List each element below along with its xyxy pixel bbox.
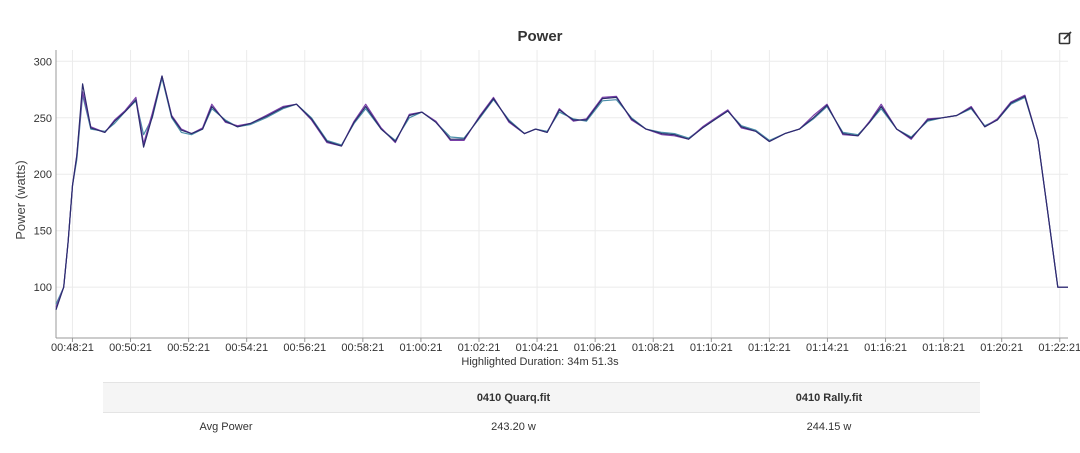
- row-value-rally: 244.15 w: [806, 420, 852, 433]
- power-series-line-3: [55, 75, 1068, 310]
- label-layer: 100 150 200 250 300 00:48:21 00:50:21 00:52:21 0…: [34, 56, 1080, 354]
- y-tick-label: 150: [34, 226, 52, 238]
- x-tick-label: 01:06:21: [574, 342, 617, 354]
- x-tick-label: 00:50:21: [109, 342, 152, 354]
- stats-header-label: [103, 383, 349, 413]
- x-tick-label: 01:08:21: [632, 342, 675, 354]
- x-tick-label: 01:18:21: [922, 342, 965, 354]
- x-tick-label: 01:02:21: [458, 342, 501, 354]
- chart-title: Power: [517, 28, 563, 45]
- stats-header-rally: 0410 Rally.fit: [795, 391, 863, 404]
- x-tick-label: 01:04:21: [516, 342, 559, 354]
- edit-icon[interactable]: [1058, 31, 1072, 45]
- x-tick-label: 01:12:21: [748, 342, 791, 354]
- y-tick-label: 300: [34, 56, 52, 68]
- power-series-line-2: [55, 75, 1068, 308]
- stats-header-quarq: 0410 Quarq.fit: [476, 391, 551, 404]
- x-tick-label: 01:22:21: [1038, 342, 1080, 354]
- series-layer: [55, 75, 1068, 310]
- y-tick-label: 100: [34, 282, 52, 294]
- x-tick-label: 01:16:21: [864, 342, 907, 354]
- y-tick-label: 200: [34, 169, 52, 181]
- table-row: Avg Power 243.20 w 244.15 w: [103, 413, 980, 441]
- x-tick-label: 00:54:21: [225, 342, 268, 354]
- y-tick-label: 250: [34, 113, 52, 125]
- y-axis-title: Power (watts): [13, 160, 28, 239]
- axis-layer: [55, 50, 1068, 342]
- stats-table: 0410 Quarq.fit 0410 Rally.fit Avg Power …: [103, 382, 980, 441]
- x-tick-label: 00:52:21: [167, 342, 210, 354]
- x-tick-label: 00:56:21: [283, 342, 326, 354]
- x-tick-label: 01:20:21: [980, 342, 1023, 354]
- highlighted-duration: Highlighted Duration: 34m 51.3s: [461, 356, 619, 368]
- x-tick-label: 01:14:21: [806, 342, 849, 354]
- edit-icon-pen: [1063, 31, 1072, 40]
- x-tick-label: 01:00:21: [400, 342, 443, 354]
- row-label: Avg Power: [199, 420, 253, 433]
- x-tick-label: 01:10:21: [690, 342, 733, 354]
- row-value-quarq: 243.20 w: [491, 420, 536, 433]
- stats-header-row: 0410 Quarq.fit 0410 Rally.fit: [103, 382, 980, 413]
- x-tick-label: 00:58:21: [341, 342, 384, 354]
- power-chart: 100 150 200 250 300 00:48:21 00:50:21 00:52:21 0…: [13, 50, 1080, 354]
- x-tick-label: 00:48:21: [51, 342, 94, 354]
- grid-layer: [56, 50, 1068, 338]
- edit-icon-box: [1058, 32, 1071, 45]
